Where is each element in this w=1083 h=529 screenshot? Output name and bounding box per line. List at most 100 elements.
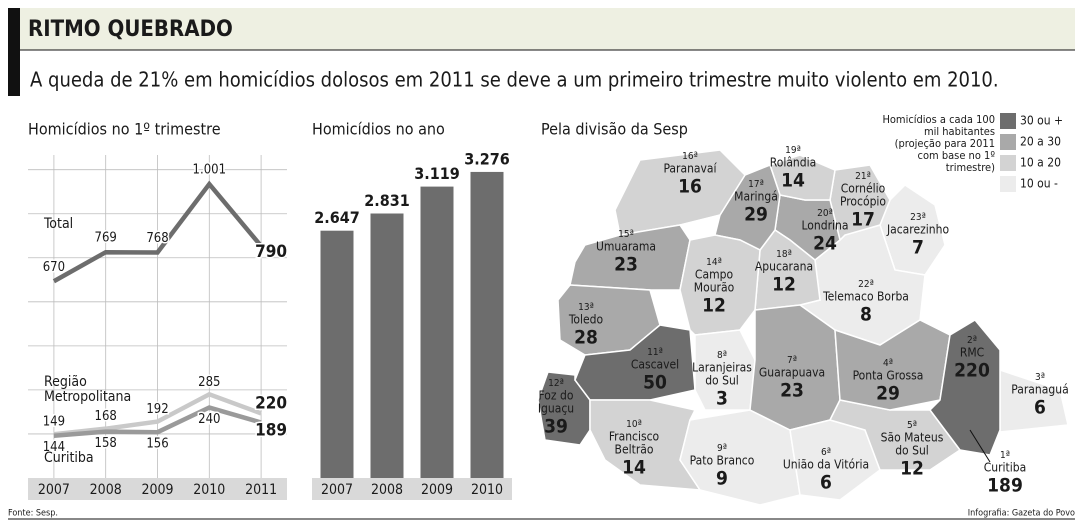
bar bbox=[370, 213, 404, 478]
region-value: 6 bbox=[820, 472, 832, 494]
region-name: Beltrão bbox=[615, 443, 654, 457]
region-name: Guarapuava bbox=[759, 366, 825, 380]
data-label: 790 bbox=[255, 242, 287, 262]
region-name: Paranaguá bbox=[1011, 383, 1068, 397]
x-tick-label: 2007 bbox=[321, 482, 353, 498]
data-label: 3.119 bbox=[414, 164, 460, 183]
region-ordinal: 21ª bbox=[855, 171, 871, 182]
region-name: Umuarama bbox=[596, 240, 656, 254]
region-value: 189 bbox=[987, 475, 1023, 497]
region-name: RMC bbox=[960, 346, 984, 360]
region-ordinal: 10ª bbox=[626, 419, 642, 430]
x-tick-label: 2008 bbox=[371, 482, 403, 498]
region-name: Francisco bbox=[609, 430, 660, 444]
region-name: Rolândia bbox=[770, 156, 817, 170]
legend-swatch bbox=[1000, 155, 1016, 171]
region-value: 9 bbox=[716, 468, 728, 490]
source: Fonte: Sesp. bbox=[8, 509, 58, 519]
legend-swatch bbox=[1000, 176, 1016, 192]
data-label: 670 bbox=[43, 260, 65, 275]
x-tick-label: 2010 bbox=[193, 482, 225, 498]
data-label: 144 bbox=[43, 440, 65, 455]
region-name: Procópio bbox=[840, 195, 886, 209]
title: RITMO QUEBRADO bbox=[28, 17, 233, 42]
region-name: Laranjeiras bbox=[692, 361, 752, 375]
region-name: Cornélio bbox=[841, 182, 886, 196]
data-label: 220 bbox=[255, 393, 287, 413]
region-name: Curitiba bbox=[984, 461, 1027, 475]
region-name: União da Vitória bbox=[783, 458, 869, 472]
header-bar bbox=[8, 8, 20, 96]
region-name: do Sul bbox=[895, 444, 929, 458]
data-label: 769 bbox=[95, 231, 117, 246]
leader-line bbox=[969, 429, 991, 463]
data-label: 192 bbox=[146, 402, 168, 417]
region-name: Mourão bbox=[694, 281, 735, 295]
legend-label: 10 ou - bbox=[1020, 177, 1058, 191]
region-ordinal: 17ª bbox=[748, 179, 764, 190]
region-name: Maringá bbox=[734, 190, 778, 204]
region-ordinal: 18ª bbox=[776, 249, 792, 260]
data-label: 285 bbox=[198, 375, 220, 390]
region-name: Pato Branco bbox=[690, 454, 755, 468]
chart-title: Homicídios no ano bbox=[312, 120, 445, 139]
region-ordinal: 12ª bbox=[548, 378, 564, 389]
region-name: Cascavel bbox=[631, 358, 679, 372]
legend-label: Total bbox=[44, 216, 74, 232]
region-ordinal: 8ª bbox=[717, 350, 727, 361]
region-value: 12 bbox=[772, 274, 796, 296]
data-label: 3.276 bbox=[464, 149, 510, 168]
region bbox=[929, 319, 1001, 456]
region-ordinal: 23ª bbox=[910, 212, 926, 223]
region-ordinal: 11ª bbox=[647, 347, 663, 358]
region-ordinal: 20ª bbox=[817, 208, 833, 219]
x-tick-label: 2009 bbox=[141, 482, 173, 498]
line-series bbox=[52, 180, 263, 284]
chart-title: Homicídios no 1º trimestre bbox=[28, 120, 221, 139]
subtitle: A queda de 21% em homicídios dolosos em … bbox=[30, 68, 999, 92]
bar bbox=[420, 186, 454, 478]
region-ordinal: 1ª bbox=[1000, 450, 1010, 461]
region-name: Campo bbox=[695, 268, 734, 282]
header-band bbox=[8, 8, 1075, 50]
region-ordinal: 13ª bbox=[578, 302, 594, 313]
region-value: 14 bbox=[781, 170, 805, 192]
region-value: 6 bbox=[1034, 397, 1046, 419]
region-name: Iguaçu bbox=[538, 402, 574, 416]
region-name: Ponta Grossa bbox=[853, 369, 924, 383]
map-title: Pela divisão da Sesp bbox=[541, 120, 688, 139]
region-ordinal: 14ª bbox=[706, 257, 722, 268]
region-name: do Sul bbox=[705, 374, 739, 388]
region-ordinal: 7ª bbox=[787, 355, 797, 366]
region-ordinal: 2ª bbox=[967, 335, 977, 346]
region-value: 8 bbox=[860, 304, 872, 326]
x-axis-band bbox=[28, 478, 287, 500]
x-axis-band bbox=[312, 478, 512, 500]
x-tick-label: 2008 bbox=[90, 482, 122, 498]
x-tick-label: 2011 bbox=[245, 482, 277, 498]
region-name: Londrina bbox=[802, 219, 849, 233]
region-ordinal: 4ª bbox=[883, 358, 893, 369]
x-tick-label: 2007 bbox=[38, 482, 70, 498]
region-ordinal: 3ª bbox=[1035, 372, 1045, 383]
region-ordinal: 5ª bbox=[907, 420, 917, 431]
legend-label: 10 a 20 bbox=[1020, 156, 1061, 170]
region-value: 24 bbox=[813, 233, 837, 255]
region-value: 220 bbox=[954, 360, 990, 382]
line-series bbox=[53, 405, 262, 438]
region-value: 3 bbox=[716, 388, 728, 410]
region bbox=[828, 399, 962, 471]
legend-swatch bbox=[1000, 134, 1016, 150]
region-value: 23 bbox=[614, 254, 638, 276]
region bbox=[679, 234, 761, 336]
legend-label: 20 a 30 bbox=[1020, 135, 1061, 149]
bar bbox=[470, 171, 504, 479]
line-series bbox=[53, 391, 262, 437]
legend-label: Região Metropolitana bbox=[44, 374, 132, 406]
credit: Infografia: Gazeta do Povo bbox=[968, 509, 1075, 519]
data-label: 168 bbox=[95, 409, 117, 424]
region-ordinal: 6ª bbox=[821, 447, 831, 458]
data-label: 1.001 bbox=[193, 163, 226, 178]
